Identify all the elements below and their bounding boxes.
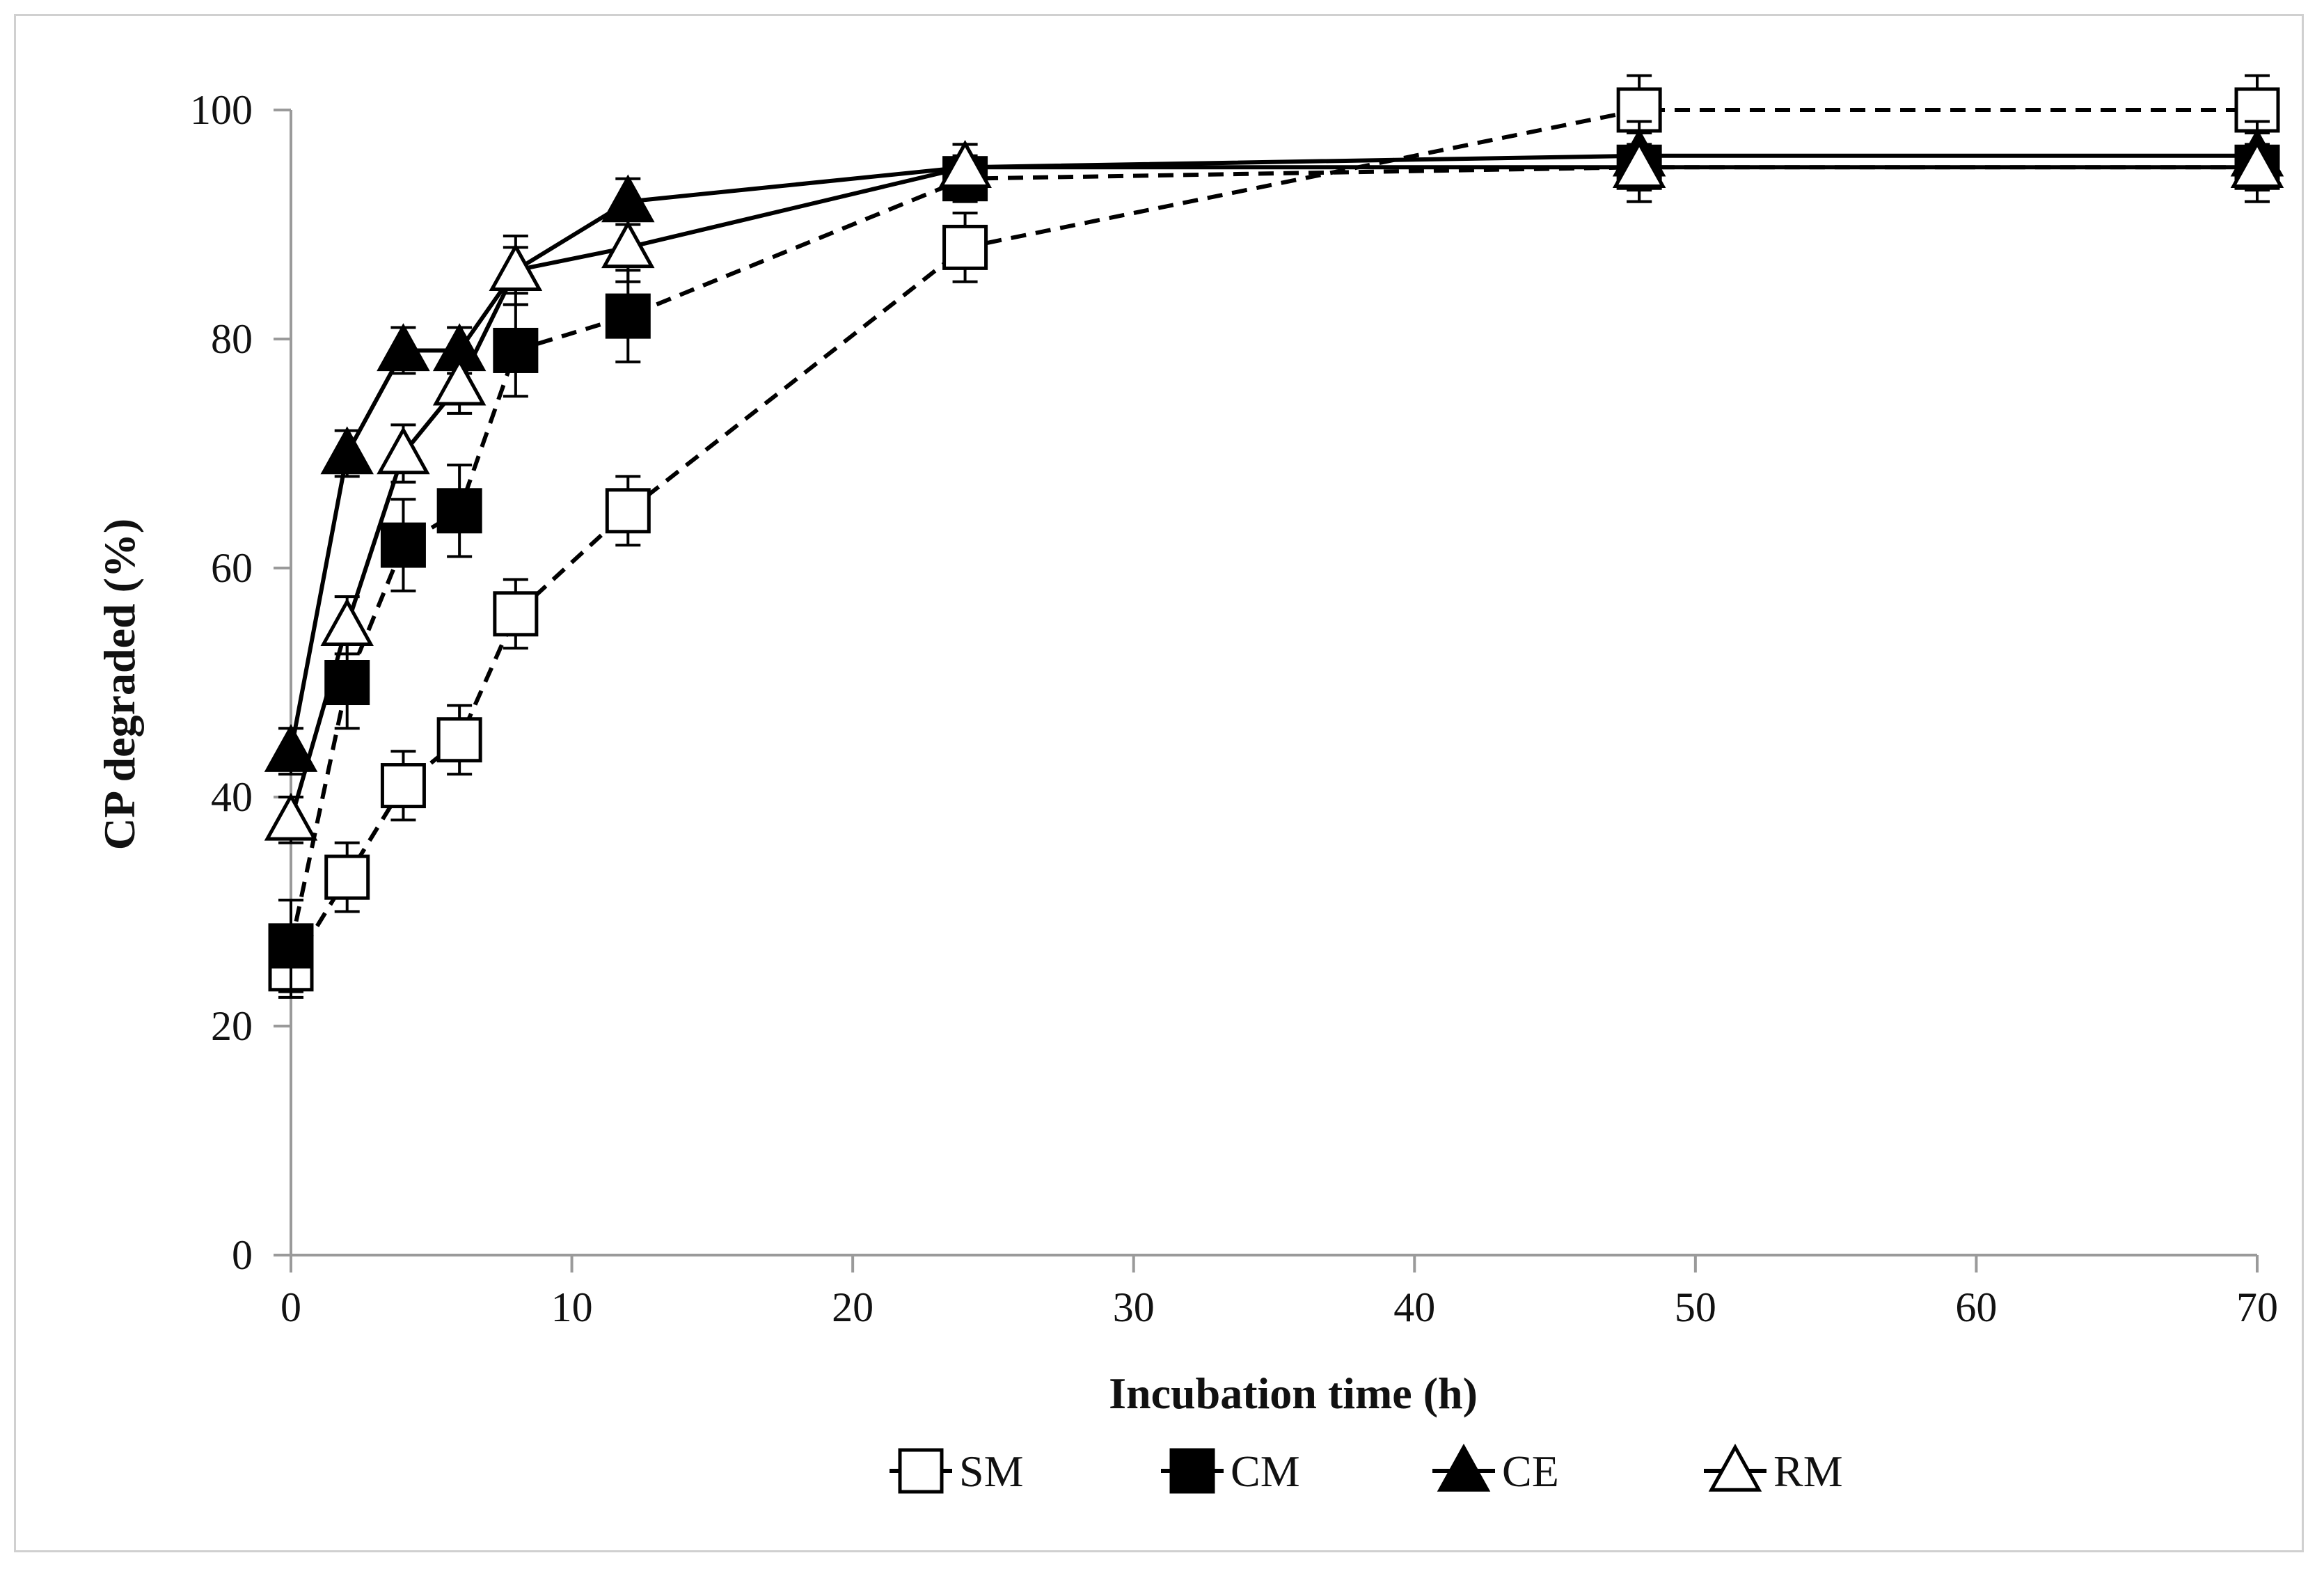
data-point-rm xyxy=(264,792,318,841)
x-axis-title: Incubation time (h) xyxy=(1109,1369,1478,1418)
data-point-cm xyxy=(605,293,651,339)
x-tick-label: 50 xyxy=(1675,1284,1716,1330)
x-tick-label: 20 xyxy=(832,1284,874,1330)
data-point-rm xyxy=(489,243,543,291)
data-point-cm xyxy=(436,488,482,534)
data-point-sm xyxy=(942,224,988,270)
series-rm xyxy=(264,131,2284,844)
x-tick-label: 70 xyxy=(2236,1284,2278,1330)
y-tick-labels: 0 20 40 60 80 100 xyxy=(190,87,253,1278)
legend-marker-rm xyxy=(1708,1443,1762,1492)
y-axis-title: CP degraded (%) xyxy=(95,519,144,850)
x-tick-label: 0 xyxy=(280,1284,301,1330)
y-tick-label: 0 xyxy=(232,1232,253,1278)
data-point-rm xyxy=(2230,140,2284,188)
series-line-sm xyxy=(289,108,2257,970)
data-point-rm xyxy=(938,140,992,188)
legend-item-cm: CM xyxy=(1161,1447,1300,1496)
data-point-rm xyxy=(601,220,655,269)
y-tick-label: 20 xyxy=(211,1003,253,1049)
legend-label-sm: SM xyxy=(959,1447,1024,1496)
data-point-sm xyxy=(436,717,482,763)
y-tick-label: 80 xyxy=(211,316,253,362)
legend-marker-cm xyxy=(1169,1448,1215,1494)
data-point-ce xyxy=(377,323,430,372)
y-tick-label: 60 xyxy=(211,545,253,591)
data-point-rm xyxy=(432,357,487,406)
x-tick-label: 60 xyxy=(1955,1284,1997,1330)
y-tick-label: 100 xyxy=(190,87,253,133)
series-line-ce xyxy=(289,153,2257,752)
legend-marker-ce xyxy=(1437,1443,1491,1492)
y-tick-label: 40 xyxy=(211,774,253,820)
legend-label-rm: RM xyxy=(1773,1447,1843,1496)
data-point-rm xyxy=(320,598,374,646)
data-point-cm xyxy=(380,522,426,568)
line-chart: 0 20 40 60 80 100 0 10 20 30 40 50 60 70 CP degraded… xyxy=(95,74,2284,1496)
x-tick-labels: 0 10 20 30 40 50 60 70 xyxy=(280,1284,2278,1330)
data-point-cm xyxy=(268,923,314,969)
series-line-rm xyxy=(289,165,2257,821)
series-cm xyxy=(268,131,2280,993)
data-point-sm xyxy=(605,488,651,534)
series-ce xyxy=(264,120,2284,776)
data-point-cm xyxy=(493,327,539,373)
series-layer xyxy=(264,74,2284,999)
legend-label-ce: CE xyxy=(1502,1447,1559,1496)
x-tick-label: 40 xyxy=(1393,1284,1435,1330)
series-sm xyxy=(268,74,2280,999)
legend-item-ce: CE xyxy=(1432,1443,1559,1496)
data-point-rm xyxy=(377,426,430,475)
data-point-ce xyxy=(264,724,318,772)
x-tick-label: 10 xyxy=(551,1284,593,1330)
data-point-rm xyxy=(1612,140,1666,188)
legend: SM CM CE RM xyxy=(890,1443,1843,1496)
data-point-sm xyxy=(324,854,370,900)
chart-frame: 0 20 40 60 80 100 0 10 20 30 40 50 60 70 CP degraded… xyxy=(14,14,2304,1552)
axes xyxy=(274,109,2259,1272)
data-point-sm xyxy=(380,763,426,809)
legend-item-sm: SM xyxy=(890,1447,1024,1496)
series-line-cm xyxy=(289,165,2257,947)
legend-label-cm: CM xyxy=(1231,1447,1300,1496)
data-point-ce xyxy=(320,426,374,475)
legend-marker-sm xyxy=(898,1448,944,1494)
data-point-sm xyxy=(493,591,539,637)
x-tick-label: 30 xyxy=(1113,1284,1155,1330)
legend-item-rm: RM xyxy=(1704,1443,1843,1496)
